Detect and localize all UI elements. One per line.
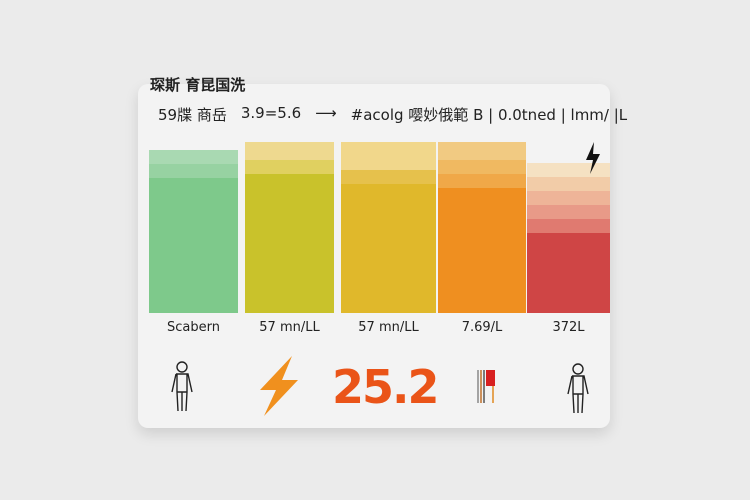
subtitle-range: 3.9=5.6 (240, 104, 302, 122)
bar-segment (527, 191, 610, 205)
bar-segment (527, 261, 610, 313)
bar-segment (438, 202, 526, 313)
subtitle-left: 59牒 商岳 (158, 106, 227, 124)
bar-label-3: 57 mn/LL (358, 320, 419, 335)
bar-label-2: 57 mn/LL (259, 320, 320, 335)
bar-segment (149, 206, 238, 313)
arrow: ⟶ (315, 104, 337, 122)
bar-segment (438, 160, 526, 174)
bar-segment (527, 219, 610, 233)
bar-segment (245, 188, 334, 202)
bar-label-1: Scabern (167, 320, 220, 335)
lightning-small-icon (586, 142, 600, 174)
bar-segment (149, 150, 238, 164)
bar-5 (527, 163, 610, 313)
bar-segment (438, 142, 526, 160)
bar-segment (527, 205, 610, 219)
bar-segment (149, 192, 238, 206)
test-tubes-icon (477, 370, 495, 403)
main-value: 25.2 (332, 360, 439, 414)
bar-2 (245, 142, 334, 313)
bar-segment (341, 142, 436, 170)
person-icon (171, 361, 193, 412)
bar-segment (438, 174, 526, 188)
bar-segment (341, 170, 436, 184)
bar-label-5: 372L (552, 320, 585, 335)
subtitle-right: #acolg 嘤妙俄範 B | 0.0tned | lmm/ |L (350, 106, 628, 124)
bar-segment (438, 188, 526, 202)
bar-segment (527, 247, 610, 261)
bar-segment (341, 212, 436, 313)
bar-segment (527, 177, 610, 191)
bar-segment (245, 174, 334, 188)
bar-3 (341, 142, 436, 313)
bar-segment (527, 233, 610, 247)
title: 琛斯 育昆国洗 (150, 76, 246, 94)
lightning-icon (260, 356, 298, 416)
bar-4 (438, 142, 526, 313)
bar-segment (149, 164, 238, 178)
bar-segment (149, 178, 238, 192)
person-icon-right (567, 363, 589, 414)
subtitle: 59牒 商岳 3.9=5.6 ⟶ #acolg 嘤妙俄範 B | 0.0tned… (158, 104, 627, 125)
bar-segment (527, 163, 610, 177)
bar-segment (245, 142, 334, 160)
bar-segment (245, 202, 334, 313)
bar-label-4: 7.69/L (461, 320, 503, 335)
bar-segment (341, 198, 436, 212)
bar-1 (149, 150, 238, 313)
bar-segment (341, 184, 436, 198)
bar-segment (245, 160, 334, 174)
